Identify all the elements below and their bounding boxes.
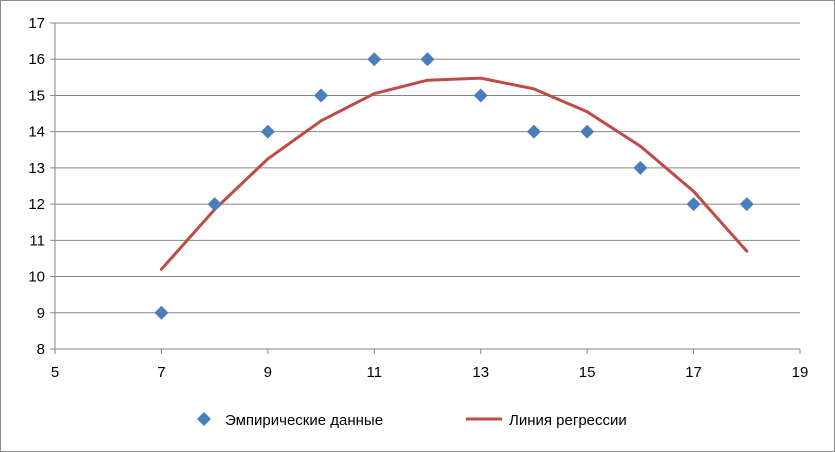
legend-marker-diamond	[197, 412, 211, 426]
data-point-13	[473, 88, 488, 103]
y-tick-label-9: 9	[37, 305, 45, 322]
regression-line	[159, 76, 749, 271]
legend: Эмпирические данные Линия регрессии	[197, 412, 627, 429]
data-point-14	[526, 124, 541, 139]
x-tick-label-19: 19	[792, 364, 809, 381]
legend-label-regression: Линия регрессии	[509, 412, 627, 429]
y-tick-label-15: 15	[28, 87, 45, 104]
x-tick-label-5: 5	[51, 364, 59, 381]
data-point-17	[686, 197, 701, 212]
legend-label-empirical: Эмпирические данные	[225, 412, 383, 429]
y-tick-label-10: 10	[28, 269, 45, 286]
y-tick-label-8: 8	[37, 341, 45, 358]
x-tick-label-15: 15	[579, 364, 596, 381]
data-point-15	[580, 124, 595, 139]
data-point-12	[420, 52, 435, 67]
x-tick-label-11: 11	[366, 364, 382, 381]
data-point-18	[739, 197, 754, 212]
data-point-10	[314, 88, 329, 103]
y-tick-label-14: 14	[28, 124, 45, 141]
x-tick-labels: 5 7 9 11 13 15 17 19	[51, 364, 809, 381]
x-tick-label-7: 7	[157, 364, 165, 381]
x-tick-label-17: 17	[685, 364, 702, 381]
y-tick-label-17: 17	[28, 15, 45, 32]
axes	[50, 22, 801, 354]
scatter-points-layer	[154, 52, 754, 320]
data-point-11	[367, 52, 382, 67]
x-tick-label-9: 9	[264, 364, 272, 381]
y-tick-labels: 8 9 10 11 12 13 14 15 16 17	[28, 15, 45, 358]
x-tick-label-13: 13	[472, 364, 489, 381]
regression-line-layer	[159, 76, 749, 271]
data-point-16	[633, 160, 648, 175]
grid-lines	[55, 22, 800, 314]
y-tick-label-16: 16	[28, 51, 45, 68]
y-tick-label-12: 12	[28, 196, 45, 213]
y-tick-label-11: 11	[29, 232, 45, 249]
y-tick-label-13: 13	[28, 160, 45, 177]
data-point-7	[154, 305, 169, 320]
data-point-8	[207, 197, 222, 212]
data-point-9	[260, 124, 275, 139]
